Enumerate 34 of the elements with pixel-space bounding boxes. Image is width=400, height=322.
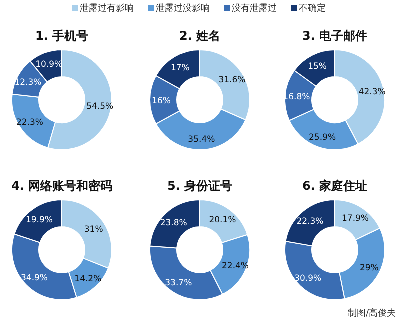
legend-label: 泄露过没影响 (156, 3, 210, 14)
data-label: 42.3% (358, 87, 386, 98)
data-label: 15% (308, 62, 327, 72)
data-label: 22.3% (296, 217, 324, 228)
data-label: 34.9% (21, 273, 48, 284)
legend-label: 泄露过有影响 (80, 3, 134, 14)
legend-label: 没有泄露过 (232, 3, 277, 14)
data-label: 31.6% (218, 75, 246, 86)
data-label: 10.9% (36, 60, 63, 70)
data-label: 19.9% (26, 215, 53, 226)
data-label: 33.7% (165, 278, 192, 289)
data-label: 35.4% (188, 134, 216, 145)
data-label: 23.8% (160, 218, 188, 228)
data-label: 16% (152, 96, 171, 106)
data-label: 25.9% (309, 132, 336, 143)
data-label: 31% (84, 224, 104, 235)
data-label: 54.5% (86, 102, 114, 112)
chart-title: 5. 身份证号 (167, 179, 233, 193)
data-label: 14.2% (74, 274, 102, 285)
chart-title: 2. 姓名 (179, 29, 221, 43)
data-label: 22.3% (16, 118, 44, 128)
data-label: 12.3% (14, 78, 42, 88)
data-label: 17% (170, 63, 190, 74)
chart-title: 4. 网络账号和密码 (11, 179, 113, 193)
data-label: 17.9% (342, 214, 370, 224)
text: 制图/高俊夫 (348, 308, 396, 319)
text: 1. 手机号 (35, 29, 89, 43)
legend-label: 不确定 (299, 3, 326, 14)
data-label: 30.9% (294, 274, 322, 284)
chart-title: 3. 电子邮件 (302, 29, 368, 43)
data-label: 20.1% (209, 215, 236, 226)
data-label: 29% (360, 264, 379, 274)
chart-title: 6. 家庭住址 (302, 179, 368, 193)
data-label: 16.8% (283, 92, 310, 103)
